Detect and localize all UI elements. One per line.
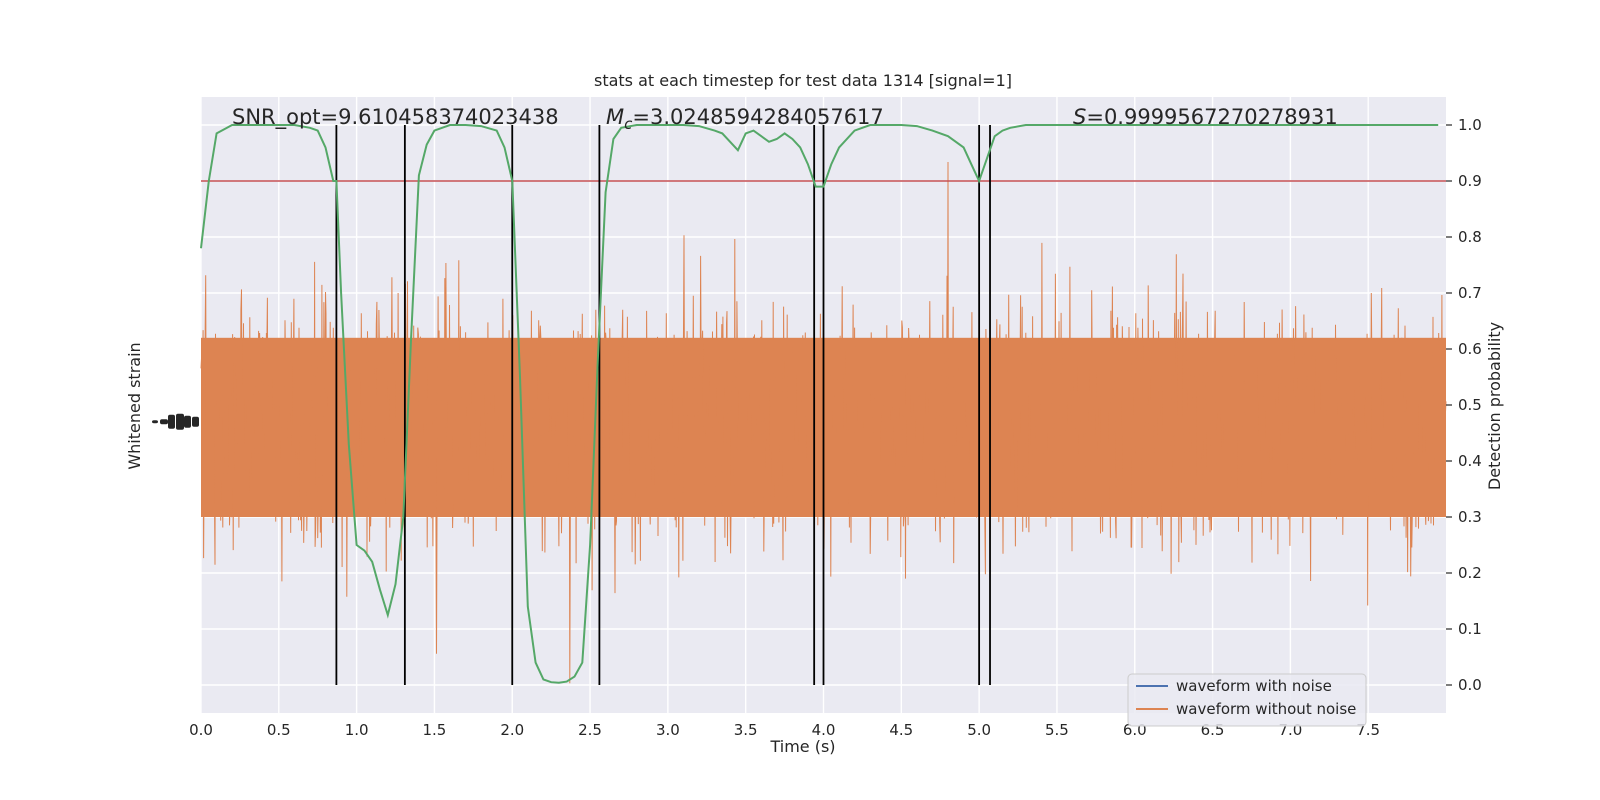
x-tick-label-11: 5.5 bbox=[1045, 721, 1069, 739]
detection-probability-curve bbox=[200, 124, 1439, 684]
x-tick-label-5: 2.5 bbox=[578, 721, 602, 739]
right-tick-label-1: 0.1 bbox=[1458, 620, 1482, 638]
legend-box bbox=[1127, 673, 1367, 727]
snr-annotation: SNR_opt=9.610458374023438 bbox=[232, 105, 559, 130]
chirp-mass-annotation: Mc=3.0248594284057617 bbox=[606, 105, 884, 133]
x-tick-label-10: 5.0 bbox=[967, 721, 991, 739]
left-tick-blob-1 bbox=[160, 419, 168, 425]
legend-entry-waveform-without-noise: waveform without noise bbox=[1176, 700, 1356, 718]
left-tick-blob-2 bbox=[168, 414, 175, 429]
mc-subscript: c bbox=[624, 115, 633, 133]
right-tick-label-4: 0.4 bbox=[1458, 452, 1482, 470]
left-tick-blob-4 bbox=[184, 415, 191, 428]
right-axis-label: Detection probability bbox=[1485, 322, 1504, 490]
s-symbol: S bbox=[1073, 105, 1086, 129]
legend: waveform with noise waveform without noi… bbox=[1127, 673, 1367, 727]
mc-value: =3.0248594284057617 bbox=[632, 105, 883, 129]
x-tick-label-0: 0.0 bbox=[189, 721, 213, 739]
x-tick-label-1: 0.5 bbox=[267, 721, 291, 739]
chart-title: stats at each timestep for test data 131… bbox=[594, 71, 1012, 90]
right-axis-ticks: 0.0 0.1 0.2 0.3 0.4 0.5 0.6 0.7 0.8 0.9 1.0 bbox=[1446, 116, 1482, 694]
boundary-lines bbox=[335, 125, 991, 685]
right-tick-label-2: 0.2 bbox=[1458, 564, 1482, 582]
left-tick-blob-5 bbox=[192, 416, 199, 427]
right-tick-label-8: 0.8 bbox=[1458, 228, 1482, 246]
left-tick-blob-3 bbox=[176, 413, 184, 430]
right-tick-label-9: 0.9 bbox=[1458, 172, 1482, 190]
s-value: =0.9999567270278931 bbox=[1086, 105, 1337, 129]
score-annotation: S=0.9999567270278931 bbox=[1073, 105, 1338, 129]
x-tick-label-8: 4.0 bbox=[812, 721, 836, 739]
right-tick-label-0: 0.0 bbox=[1458, 676, 1482, 694]
right-tick-label-10: 1.0 bbox=[1458, 116, 1482, 134]
left-axis-overlapping-ticks bbox=[152, 413, 199, 430]
x-tick-label-6: 3.0 bbox=[656, 721, 680, 739]
x-axis-label: Time (s) bbox=[769, 737, 835, 756]
right-tick-label-3: 0.3 bbox=[1458, 508, 1482, 526]
mc-symbol: M bbox=[606, 105, 624, 129]
x-tick-label-4: 2.0 bbox=[500, 721, 524, 739]
x-tick-label-3: 1.5 bbox=[423, 721, 447, 739]
right-tick-label-5: 0.5 bbox=[1458, 396, 1482, 414]
x-tick-label-7: 3.5 bbox=[734, 721, 758, 739]
legend-entry-waveform-with-noise: waveform with noise bbox=[1176, 677, 1332, 695]
left-tick-blob-0 bbox=[152, 420, 158, 424]
x-tick-label-9: 4.5 bbox=[889, 721, 913, 739]
right-tick-label-7: 0.7 bbox=[1458, 284, 1482, 302]
left-axis-label: Whitened strain bbox=[125, 342, 144, 469]
x-tick-label-2: 1.0 bbox=[345, 721, 369, 739]
right-tick-label-6: 0.6 bbox=[1458, 340, 1482, 358]
